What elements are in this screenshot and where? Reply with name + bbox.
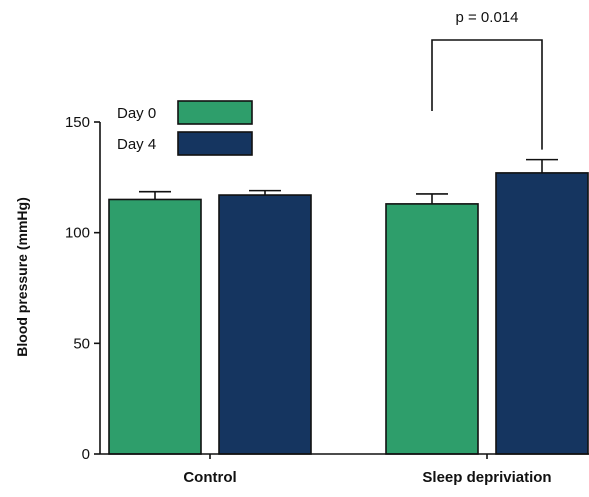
x-axis: Control Sleep depriviation <box>100 453 589 486</box>
legend-label: Day 4 <box>117 136 156 153</box>
bar <box>218 194 312 455</box>
bars-layer <box>108 158 589 455</box>
y-tick-label: 50 <box>73 335 90 352</box>
significance-bracket <box>431 39 543 150</box>
y-axis-title: Blood pressure (mmHg) <box>14 197 30 356</box>
x-category-label: Sleep depriviation <box>422 469 551 486</box>
bar <box>495 172 589 455</box>
significance-annotation: p = 0.014 <box>431 9 543 150</box>
legend: Day 0 Day 4 <box>117 100 253 156</box>
y-axis: 0 50 100 150 <box>65 114 101 463</box>
bar <box>385 203 479 455</box>
p-value-label: p = 0.014 <box>456 9 519 26</box>
bar <box>108 198 202 455</box>
legend-label: Day 0 <box>117 105 156 122</box>
legend-swatch <box>177 100 253 125</box>
x-category-label: Control <box>183 469 236 486</box>
legend-swatch <box>177 131 253 156</box>
y-tick-label: 0 <box>82 446 90 463</box>
y-tick-label: 150 <box>65 114 90 131</box>
y-tick-label: 100 <box>65 225 90 242</box>
